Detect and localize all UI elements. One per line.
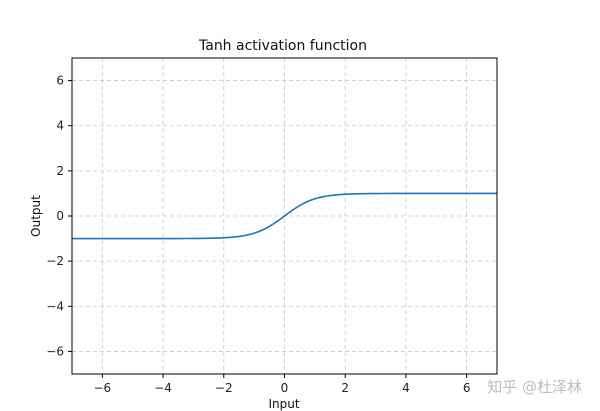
grid — [72, 58, 497, 374]
y-tick-label: −2 — [46, 254, 64, 268]
x-tick-label: −2 — [215, 381, 233, 395]
plot-area — [72, 192, 497, 240]
y-tick-label: 6 — [56, 74, 64, 88]
y-axis-label: Output — [29, 195, 43, 237]
y-tick-label: 2 — [56, 164, 64, 178]
x-tick-label: −4 — [154, 381, 172, 395]
series-line-tanh — [72, 192, 497, 240]
y-tick-label: 4 — [56, 119, 64, 133]
x-axis: −6 −4 −2 0 2 4 6 — [94, 374, 471, 395]
x-tick-label: −6 — [94, 381, 112, 395]
x-tick-label: 4 — [402, 381, 410, 395]
y-tick-label: −4 — [46, 299, 64, 313]
y-tick-label: −6 — [46, 344, 64, 358]
y-tick-label: 0 — [56, 209, 64, 223]
x-tick-label: 6 — [463, 381, 471, 395]
x-tick-label: 0 — [281, 381, 289, 395]
y-axis: −6 −4 −2 0 2 4 6 — [46, 74, 72, 358]
x-axis-label: Input — [268, 397, 299, 411]
watermark: 知乎 @杜泽林 — [487, 378, 582, 396]
chart-title: Tanh activation function — [198, 38, 367, 54]
x-tick-label: 2 — [341, 381, 349, 395]
